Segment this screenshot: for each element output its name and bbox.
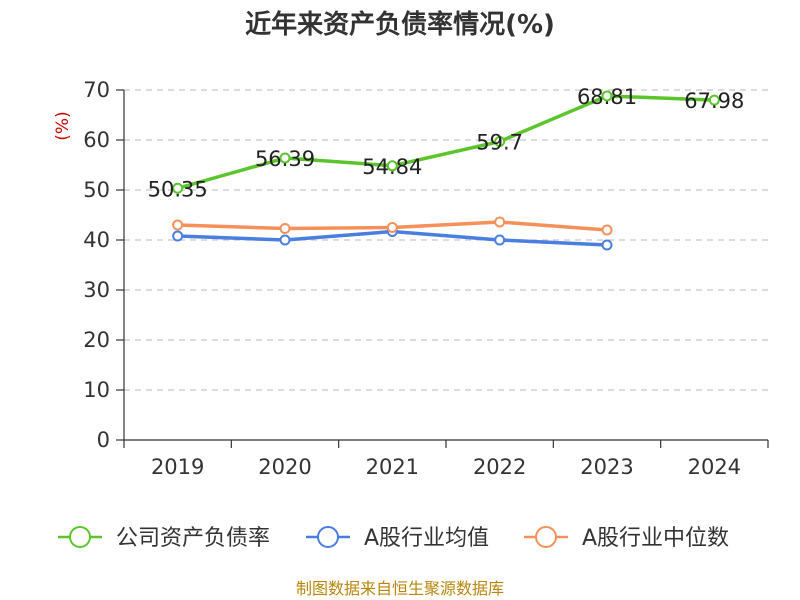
legend-label: A股行业均值 (364, 526, 489, 551)
x-tick-label: 2024 (688, 455, 741, 479)
x-tick-label: 2021 (366, 455, 419, 479)
source-note: 制图数据来自恒生聚源数据库 (296, 579, 504, 598)
data-point (279, 152, 291, 164)
data-label: 68.81 (577, 85, 637, 109)
data-label: 54.84 (362, 155, 422, 179)
series-line (175, 94, 717, 190)
data-point (386, 222, 398, 233)
data-label: 56.39 (255, 147, 315, 171)
y-tick-label: 70 (83, 78, 110, 102)
legend-label: 公司资产负债率 (116, 526, 270, 551)
x-tick-label: 2020 (258, 455, 311, 479)
y-tick-label: 20 (83, 328, 110, 352)
data-point (172, 182, 184, 194)
x-tick-label: 2022 (473, 455, 526, 479)
data-point (172, 230, 184, 242)
series-layer (172, 90, 720, 251)
y-tick-label: 40 (83, 228, 110, 252)
data-labels: 50.35 56.39 54.84 59.7 68.81 67.98 (148, 85, 745, 201)
legend: 公司资产负债率 A股行业均值 A股行业中位数 (58, 526, 729, 551)
y-axis-label: (%) (53, 111, 73, 140)
data-point (708, 94, 720, 106)
y-tick-label: 0 (97, 428, 110, 452)
axes: 0 10 20 30 40 50 60 70 2019 2020 2021 2022 2023 2024 (83, 78, 769, 479)
legend-marker (69, 526, 91, 548)
data-point (279, 234, 291, 246)
data-point (279, 223, 291, 234)
data-point (386, 160, 398, 172)
y-tick-label: 60 (83, 128, 110, 152)
x-tick-label: 2023 (580, 455, 633, 479)
data-label: 67.98 (684, 89, 744, 113)
x-tick-label: 2019 (151, 455, 204, 479)
data-point (601, 224, 613, 236)
y-tick-label: 10 (83, 378, 110, 402)
data-point (601, 90, 613, 102)
data-point (494, 234, 506, 246)
data-point (494, 136, 506, 147)
data-point (172, 219, 184, 231)
data-point (601, 239, 613, 251)
legend-label: A股行业中位数 (582, 526, 729, 551)
grid (124, 89, 768, 391)
chart-title: 近年来资产负债率情况(%) (245, 9, 555, 40)
data-point (494, 216, 506, 228)
y-tick-label: 30 (83, 278, 110, 302)
legend-marker (535, 526, 557, 548)
data-label: 59.7 (476, 131, 523, 155)
legend-marker (317, 526, 339, 548)
y-tick-label: 50 (83, 178, 110, 202)
data-label: 50.35 (148, 177, 208, 201)
